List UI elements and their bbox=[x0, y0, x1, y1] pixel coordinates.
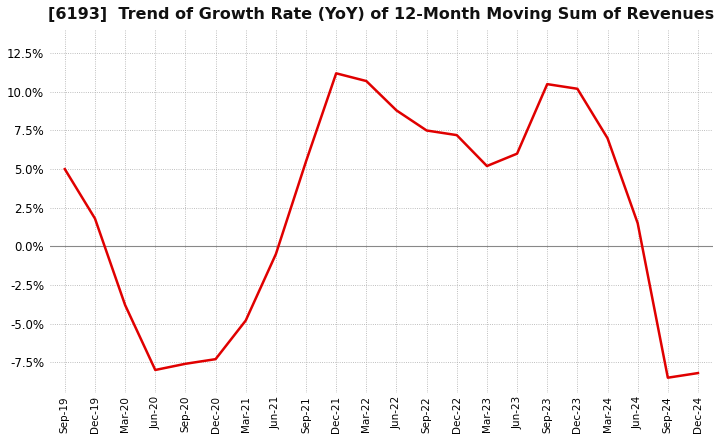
Title: [6193]  Trend of Growth Rate (YoY) of 12-Month Moving Sum of Revenues: [6193] Trend of Growth Rate (YoY) of 12-… bbox=[48, 7, 714, 22]
